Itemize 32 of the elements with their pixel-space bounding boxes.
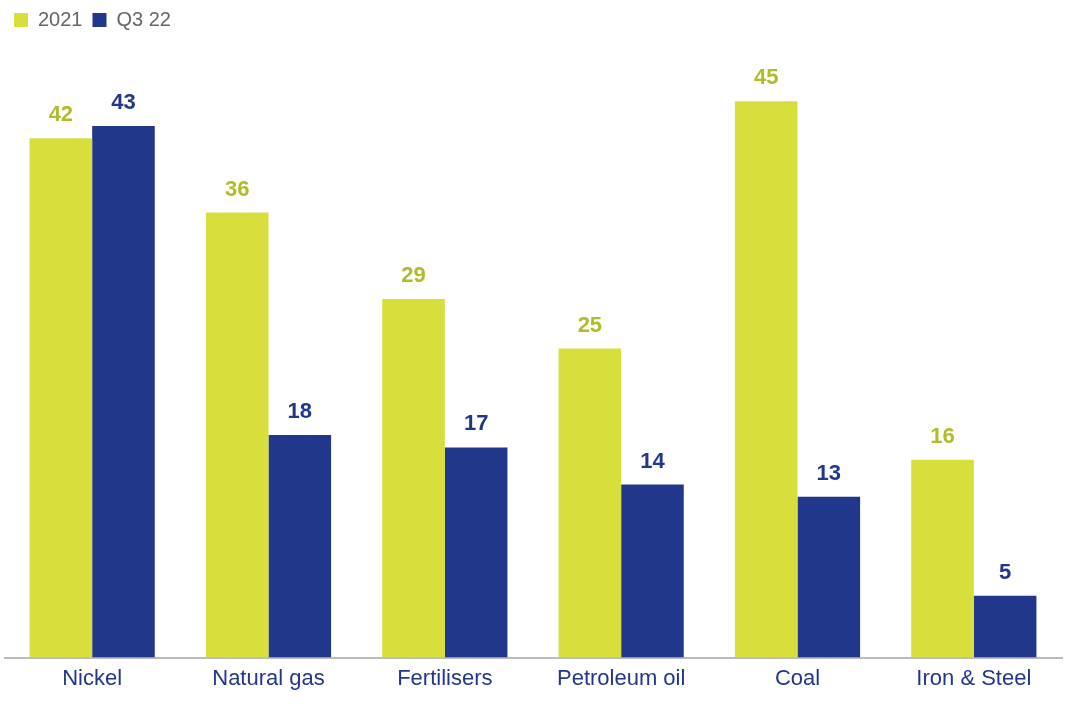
bar: [444, 447, 508, 658]
bar: [911, 459, 974, 658]
legend-label: Q3 22: [116, 7, 171, 30]
data-label: 36: [224, 175, 250, 201]
x-tick-label: Iron & Steel: [916, 664, 1032, 690]
bar: [621, 484, 684, 658]
bar: [205, 212, 269, 658]
data-label: 16: [930, 422, 955, 448]
data-label: 45: [753, 64, 779, 90]
bar: [973, 595, 1037, 658]
bar: [29, 138, 93, 658]
data-label: 17: [463, 410, 489, 436]
data-label: 14: [640, 447, 666, 473]
bar: [797, 496, 861, 658]
bar: [268, 435, 332, 658]
data-label: 42: [48, 101, 74, 127]
x-tick-label: Natural gas: [212, 664, 325, 690]
bar: [92, 125, 155, 658]
data-label: 43: [111, 88, 136, 114]
bar: [382, 299, 445, 658]
x-tick-label: Nickel: [62, 664, 123, 690]
bar: [558, 348, 622, 658]
x-tick-label: Coal: [774, 664, 821, 690]
data-label: 29: [401, 262, 426, 288]
bar: [734, 101, 798, 658]
legend-label: 2021: [38, 7, 83, 30]
data-label: 18: [287, 398, 313, 424]
x-tick-label: Petroleum oil: [556, 664, 686, 690]
data-label: 13: [816, 459, 842, 485]
x-tick-label: Fertilisers: [397, 664, 493, 690]
data-label: 25: [577, 311, 603, 337]
data-label: 5: [999, 558, 1012, 584]
